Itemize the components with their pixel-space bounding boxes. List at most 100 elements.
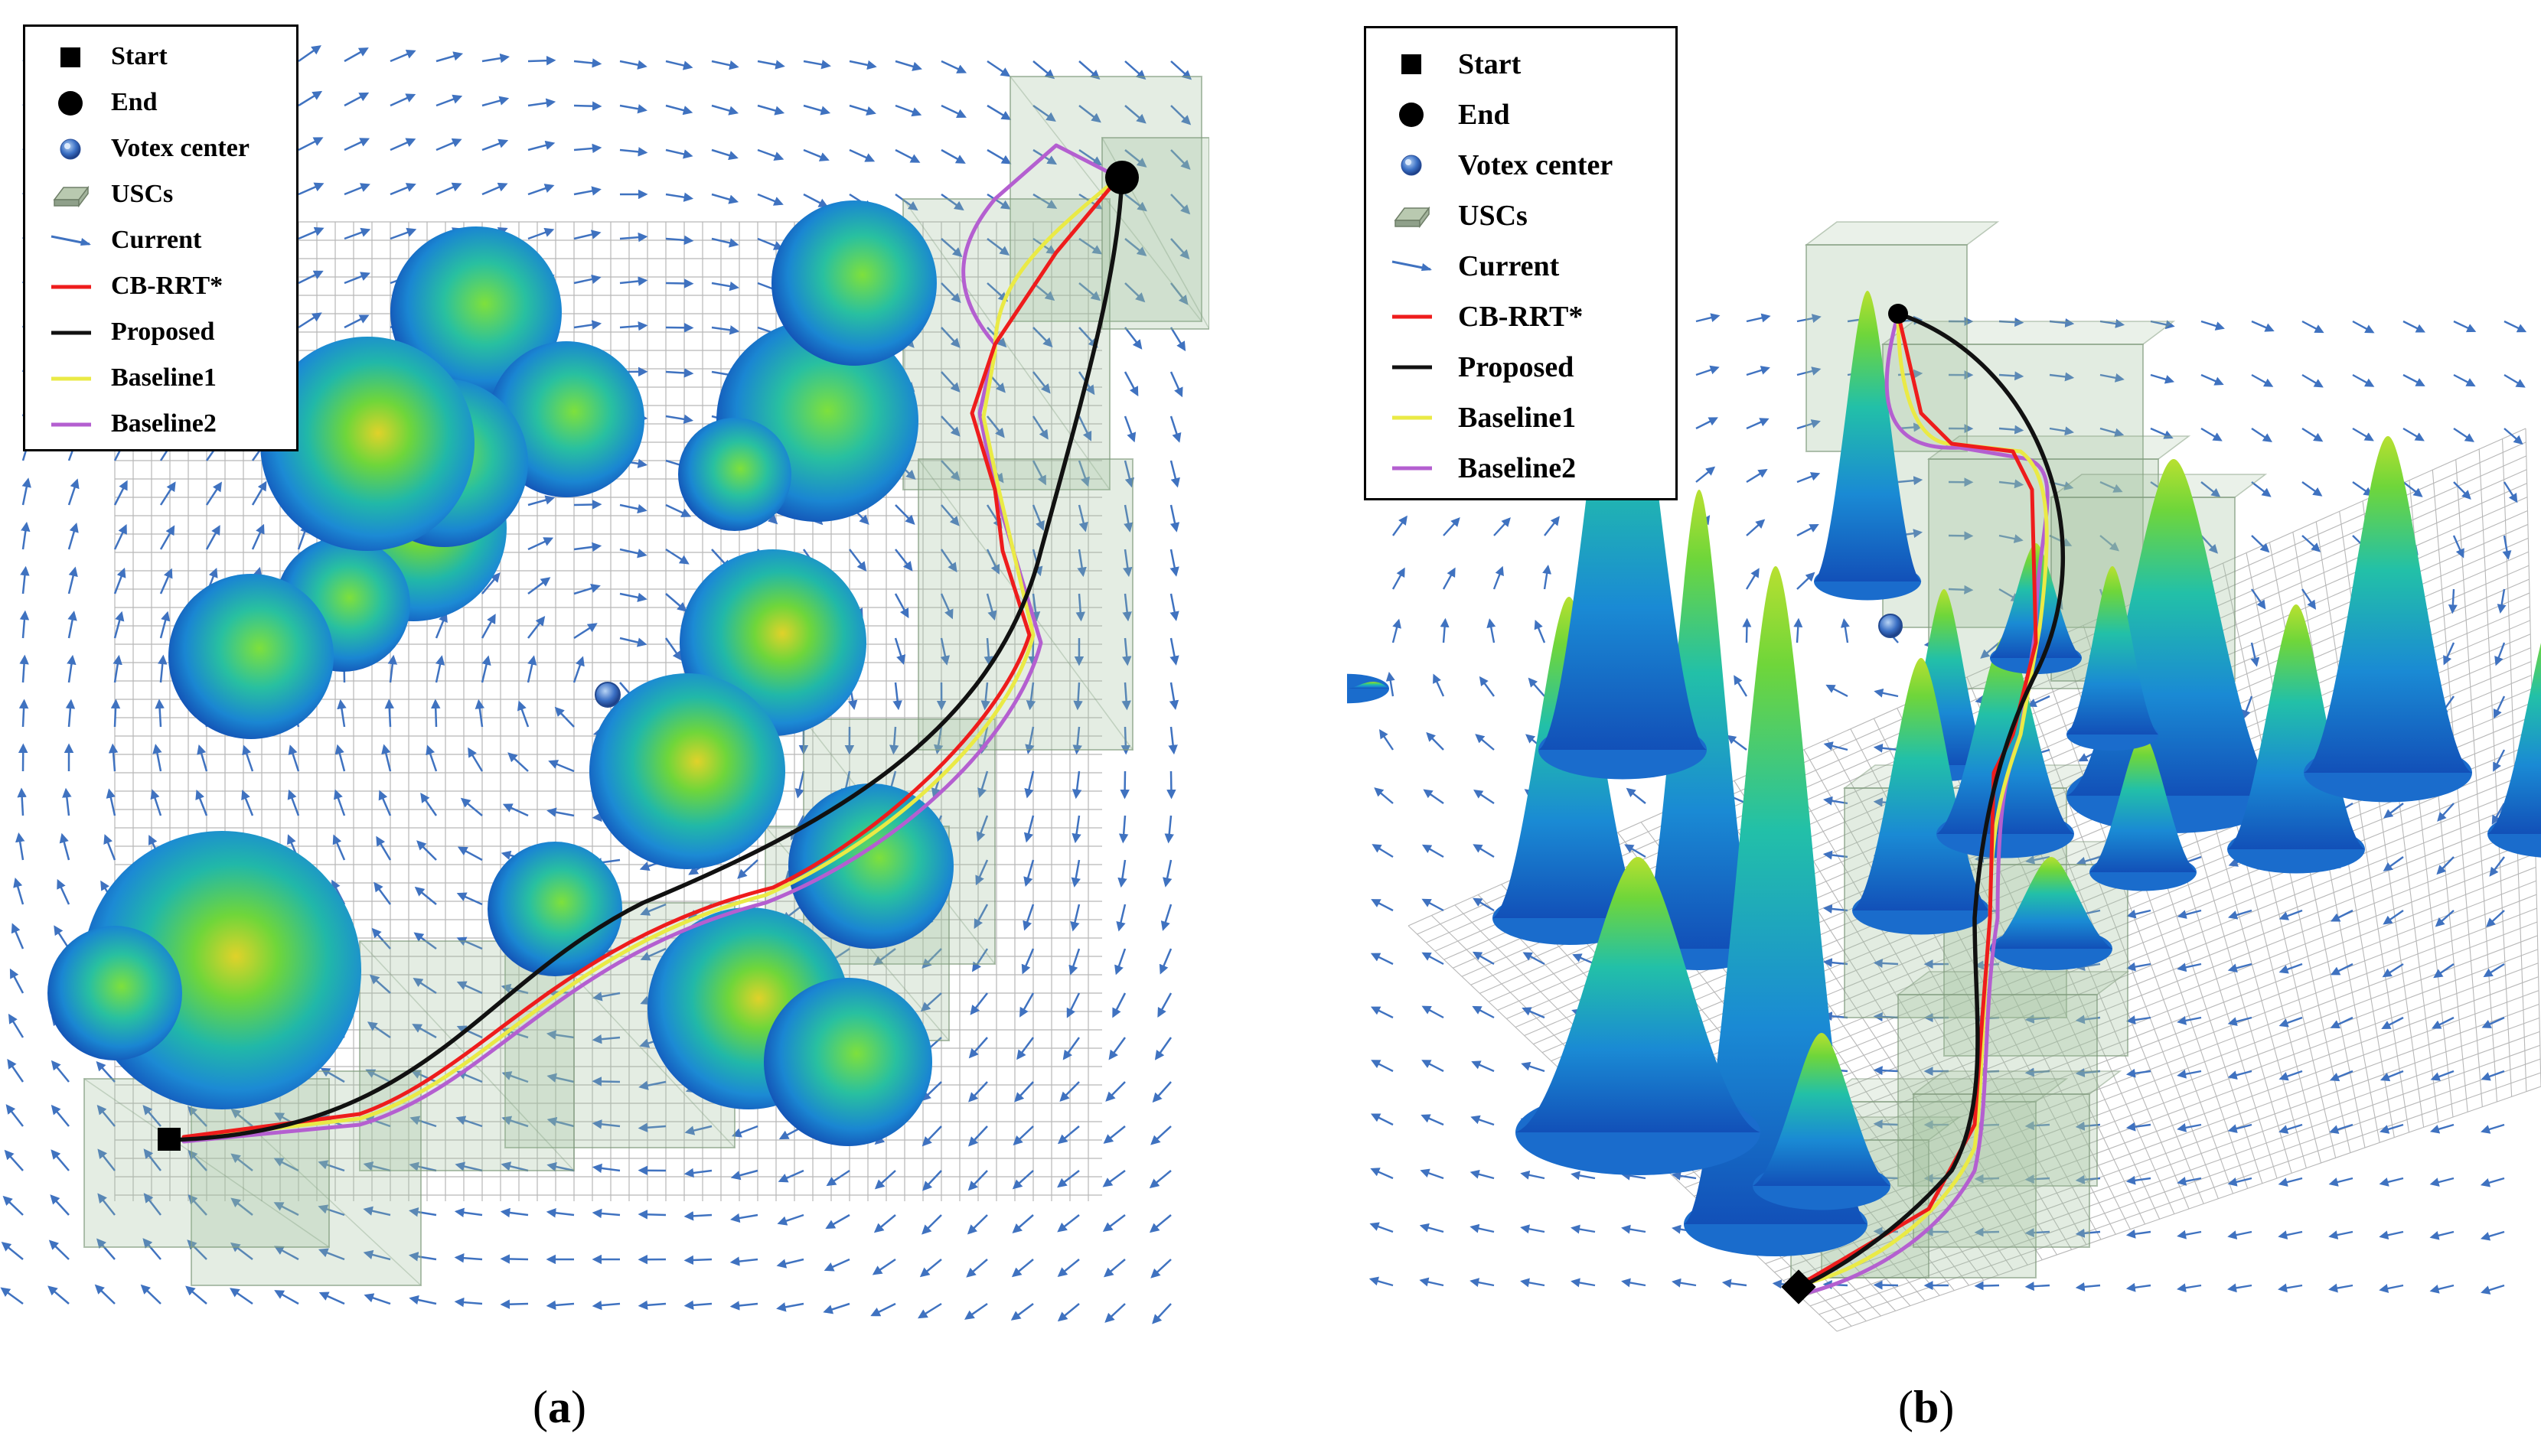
current-arrow [711,237,739,248]
current-arrow [2075,1282,2101,1292]
current-arrow [481,53,510,64]
current-arrow [2025,855,2050,865]
legend-item-end: End [1366,90,1675,140]
current-arrow [729,1256,758,1266]
current-arrow [1621,1224,1646,1234]
legend-label-start: Start [1458,48,1522,81]
current-arrow [592,1077,621,1086]
current-arrow [987,415,1005,438]
current-arrow [665,104,693,116]
current-arrow [1371,1060,1394,1073]
current-arrow [619,592,647,602]
legend-item-end: End [25,80,296,126]
current-arrow [456,981,483,995]
plot-b-canvas [1347,221,2541,1332]
current-arrow [384,699,395,728]
current-arrow [456,936,483,950]
current-arrow [1124,149,1147,168]
current-arrow [2251,320,2275,332]
current-arrow [1026,682,1036,711]
current-arrow [638,1080,667,1090]
current-arrow [2251,428,2272,442]
current-arrow [1059,1081,1080,1102]
legend-label-start: Start [111,42,168,71]
current-arrow [619,503,647,514]
current-arrow [527,616,546,639]
panel-a: Start End Votex center USCs Current CB-RRT* Pr… [0,0,1209,1456]
current-arrow [1112,992,1127,1018]
current-arrow [825,1213,850,1230]
current-arrow [1897,476,1923,486]
current-arrow [1974,1281,2000,1291]
legend-label-current: Current [111,226,202,255]
current-arrow [18,699,29,728]
current-arrow [2301,588,2317,610]
current-arrow [1419,1277,1444,1287]
black-line-icon [51,331,91,335]
current-arrow [1154,1037,1173,1060]
current-arrow [711,325,740,335]
current-arrow [409,1161,437,1172]
current-arrow [230,1197,253,1216]
current-arrow [527,577,551,595]
legend-a: Start End Votex center USCs Current CB-RRT* Pr… [23,24,298,451]
current-arrow [2491,803,2506,825]
current-arrow [941,460,961,481]
current-arrow [1164,815,1174,844]
current-arrow [895,549,913,572]
current-arrow [757,148,784,161]
current-arrow [573,230,602,240]
current-arrow [823,1302,850,1314]
current-arrow [757,104,785,116]
usc-box-top [1911,1070,2122,1095]
legend-label-vortex: Votex center [1458,149,1613,182]
current-arrow [298,182,325,196]
current-arrow [205,481,222,506]
current-arrow [968,1081,988,1103]
current-arrow [1169,415,1182,443]
current-arrow [1078,237,1103,255]
current-arrow [683,1211,713,1221]
current-arrow [2250,642,2260,667]
current-arrow [456,892,483,906]
current-arrow [500,1207,529,1218]
current-arrow [1016,1037,1035,1060]
current-arrow [592,1300,621,1311]
current-arrow [273,1246,299,1261]
current-arrow [367,1021,391,1039]
current-arrow [1370,1168,1394,1180]
current-arrow [711,148,739,161]
current-arrow [2177,909,2202,919]
current-arrow [2436,856,2455,875]
current-arrow [730,1213,758,1223]
legend-label-cb_rrt: CB-RRT* [1458,301,1584,334]
legend-item-uscs: USCs [25,172,296,218]
current-arrow [711,281,739,292]
current-arrow [2503,373,2526,388]
current-arrow [2278,909,2303,920]
current-arrow [546,1073,575,1083]
legend-item-baseline2: Baseline2 [25,402,296,448]
current-arrow [1078,504,1088,533]
start-marker [158,1128,181,1151]
current-arrow [941,282,961,303]
current-arrow [1374,787,1394,804]
current-arrow [1391,567,1405,590]
current-arrow [1170,105,1192,125]
current-arrow [573,542,602,552]
current-arrow [334,744,346,772]
current-arrow [412,1024,437,1039]
current-arrow [803,60,831,70]
current-arrow [332,834,346,861]
current-arrow [683,1168,713,1178]
current-arrow [1626,787,1646,804]
current-arrow [185,1285,207,1305]
current-arrow [592,1163,621,1174]
current-arrow [975,859,989,886]
current-arrow [51,1104,70,1127]
current-arrow [873,1214,896,1233]
current-arrow [1385,672,1395,697]
current-arrow [921,1125,942,1147]
current-arrow [1170,60,1192,80]
current-arrow [413,978,437,995]
